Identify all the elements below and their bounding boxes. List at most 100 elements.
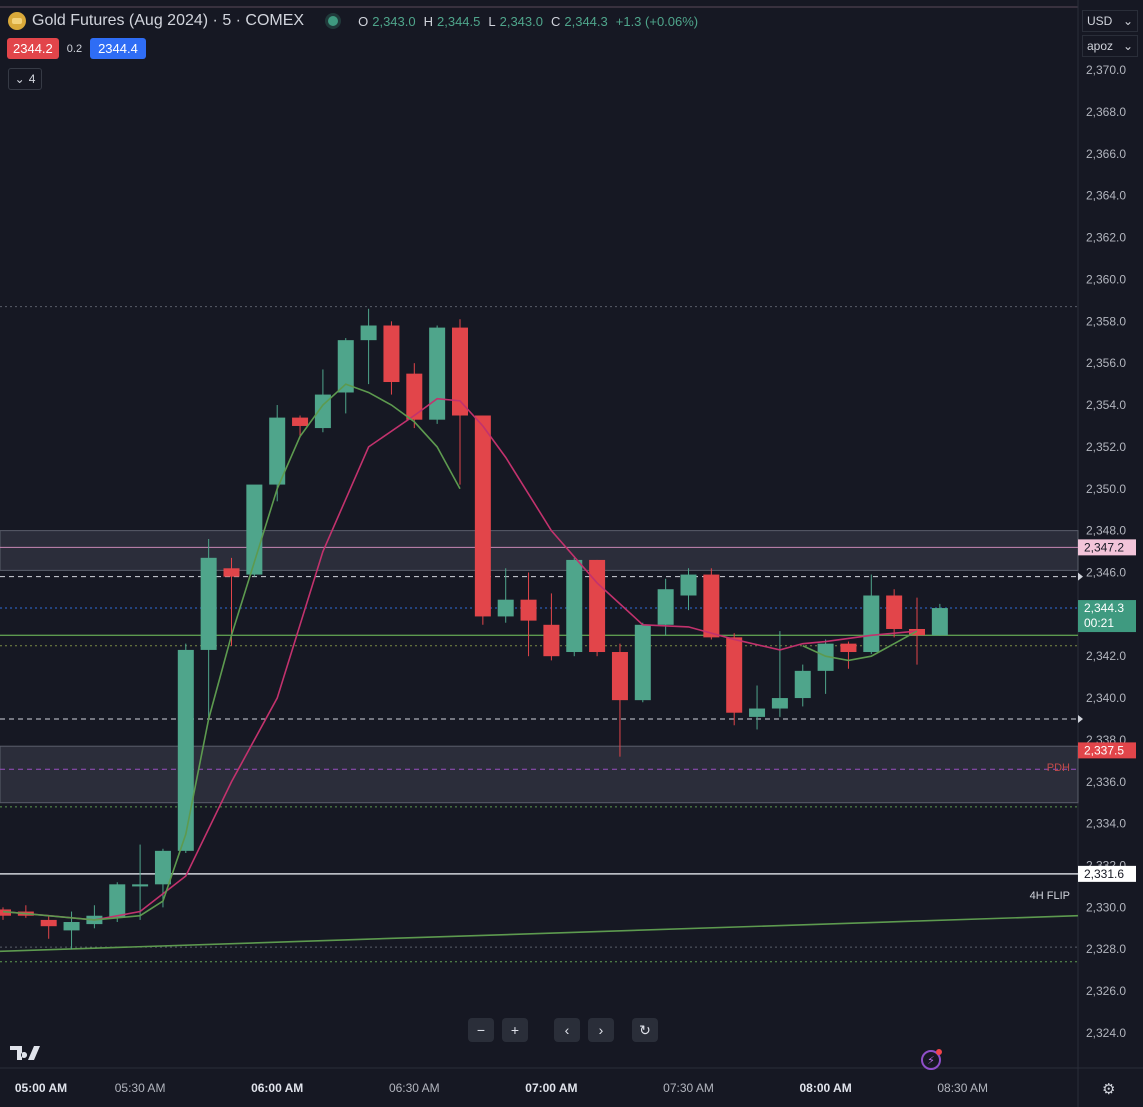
candle-body [406, 373, 423, 420]
x-tick-label: 08:30 AM [937, 1081, 988, 1095]
candle-body [337, 340, 354, 393]
level-marker [1078, 714, 1083, 723]
x-tick-label: 05:00 AM [15, 1081, 67, 1095]
candle-body [63, 922, 80, 931]
y-tick-label: 2,324.0 [1086, 1026, 1126, 1040]
y-tick-label: 2,346.0 [1086, 565, 1126, 579]
indicators-toggle[interactable]: ⌄ 4 [8, 68, 42, 90]
chevron-down-icon: ⌄ [14, 72, 25, 86]
currency-select[interactable]: USD ⌄ [1082, 10, 1138, 32]
ema-slow-line [0, 914, 1079, 953]
chart-navigation: − + ‹ › ↻ [468, 1018, 658, 1042]
tradingview-logo-icon[interactable] [10, 1042, 44, 1062]
countdown-label: 00:21 [1084, 616, 1114, 630]
price-label-bg [1078, 600, 1136, 633]
price-label-bg [1078, 742, 1136, 759]
x-tick-label: 05:30 AM [115, 1081, 166, 1095]
y-tick-label: 2,352.0 [1086, 440, 1126, 454]
line-annotation: 4H FLIP [1030, 890, 1070, 902]
candle-body [246, 484, 263, 575]
zone-1 [0, 745, 1079, 804]
candle-body [566, 559, 583, 653]
price-label: 2,344.3 [1084, 601, 1124, 615]
buy-button[interactable]: 2344.4 [90, 38, 146, 59]
y-tick-label: 2,368.0 [1086, 105, 1126, 119]
sell-button[interactable]: 2344.2 [7, 38, 59, 59]
x-tick-label: 07:30 AM [663, 1081, 714, 1095]
price-change: +1.3 (+0.06%) [615, 13, 699, 29]
candle-body [817, 643, 834, 671]
candle-body [200, 557, 217, 650]
chart-header: Gold Futures (Aug 2024) · 5 · COMEX O 2,3… [8, 10, 702, 32]
candle-body [771, 698, 788, 709]
candle-body [611, 652, 628, 701]
spread-value: 0.2 [66, 42, 83, 55]
candle-body [177, 649, 194, 851]
candle-body [520, 599, 537, 621]
y-tick-label: 2,366.0 [1086, 147, 1126, 161]
chevron-down-icon: ⌄ [1122, 39, 1133, 53]
scroll-left-button[interactable]: ‹ [554, 1018, 580, 1042]
candle-body [474, 415, 491, 617]
reset-chart-button[interactable]: ↻ [632, 1018, 658, 1042]
candle-body [909, 628, 925, 636]
ema-mid-line-b [802, 630, 918, 662]
symbol-title[interactable]: Gold Futures (Aug 2024) · 5 · COMEX [32, 12, 305, 29]
candle-body [132, 884, 149, 887]
y-tick-label: 2,350.0 [1086, 482, 1126, 496]
chevron-down-icon: ⌄ [1122, 14, 1133, 28]
candle-body [154, 850, 171, 885]
price-label: 2,347.2 [1084, 540, 1124, 554]
price-label: 2,331.6 [1084, 867, 1124, 881]
y-tick-label: 2,342.0 [1086, 649, 1126, 663]
y-tick-label: 2,328.0 [1086, 942, 1126, 956]
candle-body [292, 417, 309, 426]
level-marker [1078, 572, 1083, 581]
y-tick-label: 2,358.0 [1086, 314, 1126, 328]
unit-select[interactable]: apoz ⌄ [1082, 35, 1138, 57]
y-tick-label: 2,330.0 [1086, 900, 1126, 914]
candle-body [497, 599, 514, 617]
flash-icon[interactable]: ⚡ [921, 1049, 942, 1070]
y-tick-label: 2,354.0 [1086, 398, 1126, 412]
candle-body [886, 595, 903, 629]
x-tick-label: 08:00 AM [799, 1081, 851, 1095]
y-tick-label: 2,336.0 [1086, 775, 1126, 789]
ema-fast-line [2, 397, 918, 921]
candle-body [931, 608, 948, 636]
y-tick-label: 2,326.0 [1086, 984, 1126, 998]
line-annotation: PDH [1047, 762, 1070, 774]
candle-body [429, 327, 446, 420]
zoom-out-button[interactable]: − [468, 1018, 494, 1042]
trade-buttons: 2344.2 0.2 2344.4 [7, 38, 146, 59]
candle-body [657, 589, 674, 625]
candle-body [680, 574, 697, 596]
y-tick-label: 2,340.0 [1086, 691, 1126, 705]
candle-body [383, 325, 400, 383]
gear-icon[interactable]: ⚙ [1102, 1081, 1116, 1098]
market-open-icon [328, 16, 339, 26]
y-tick-label: 2,348.0 [1086, 524, 1126, 538]
y-tick-label: 2,370.0 [1086, 63, 1126, 77]
candle-body [0, 909, 11, 916]
candle-body [589, 559, 606, 653]
ohlc-values: O 2,343.0 H 2,344.5 L 2,343.0 C 2,344.3 +1.3… [358, 13, 699, 29]
candle-body [314, 394, 331, 429]
candle-body [543, 624, 560, 657]
candle-body [360, 325, 377, 341]
candle-body [703, 574, 720, 638]
gold-symbol-icon [8, 12, 26, 30]
candle-body [223, 568, 240, 577]
ema-mid-line [2, 383, 461, 921]
candle-body [634, 624, 651, 701]
indicators-count: 4 [28, 72, 36, 86]
candle-body [452, 327, 468, 416]
scroll-right-button[interactable]: › [588, 1018, 614, 1042]
y-tick-label: 2,356.0 [1086, 356, 1126, 370]
y-tick-label: 2,362.0 [1086, 231, 1126, 245]
zoom-in-button[interactable]: + [502, 1018, 528, 1042]
x-tick-label: 06:00 AM [251, 1081, 303, 1095]
y-tick-label: 2,364.0 [1086, 189, 1126, 203]
price-label: 2,337.5 [1084, 743, 1124, 757]
